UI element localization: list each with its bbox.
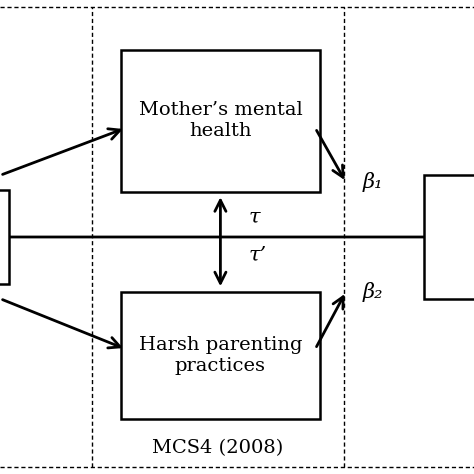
Text: τ: τ <box>249 208 260 227</box>
Text: τ’: τ’ <box>249 246 267 264</box>
Bar <box>0 190 9 284</box>
Text: MCS4 (2008): MCS4 (2008) <box>153 439 283 457</box>
Bar <box>121 292 320 419</box>
Bar <box>424 175 474 299</box>
Text: β₂: β₂ <box>363 282 383 301</box>
Text: Mother’s mental
health: Mother’s mental health <box>138 101 302 140</box>
Bar <box>121 50 320 192</box>
Text: β₁: β₁ <box>363 173 383 192</box>
Text: Harsh parenting
practices: Harsh parenting practices <box>139 336 302 375</box>
